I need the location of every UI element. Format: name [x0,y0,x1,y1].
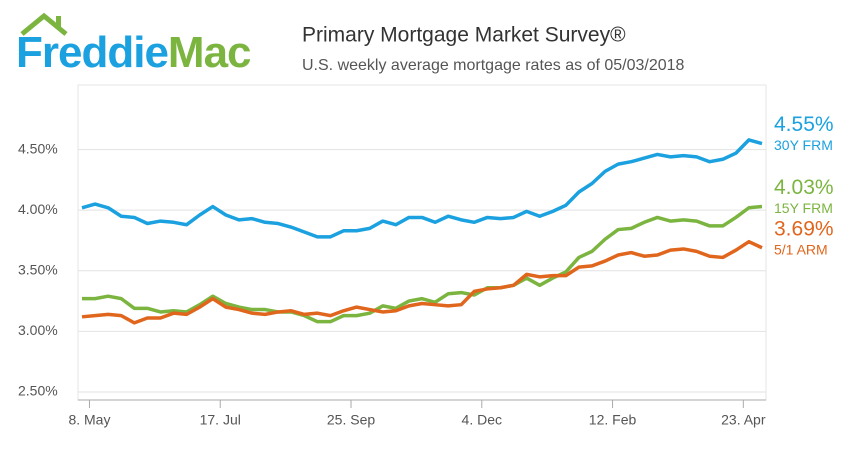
logo-chimney [56,16,61,28]
x-tick-label: 4. Dec [462,412,502,428]
x-tick-label: 12. Feb [589,412,637,428]
end-value-label: 4.03% [774,176,834,199]
x-tick-label: 17. Jul [200,412,241,428]
end-value-label: 4.55% [774,113,834,136]
y-tick-label: 4.50% [18,140,58,156]
series-line [81,138,763,239]
y-tick-label: 3.50% [18,261,58,277]
y-tick-label: 2.50% [18,383,58,399]
legend-entry: 30Y FRM [774,137,833,153]
plot-frame [77,84,767,401]
logo-text: FreddieMac [16,28,251,77]
chart-subtitle: U.S. weekly average mortgage rates as of… [302,57,685,74]
x-tick-label: 23. Apr [721,412,766,428]
logo-right: Mac [168,28,251,77]
y-tick-label: 4.00% [18,201,58,217]
series-line [82,204,763,324]
x-tick-label: 8. May [68,412,110,428]
chart-title: Primary Mortgage Market Survey® [302,24,626,47]
legend-entry: 15Y FRM [774,200,833,216]
x-tick-label: 25. Sep [327,412,375,428]
y-tick-label: 3.00% [18,322,58,338]
end-value-label: 3.69% [774,217,834,240]
logo-left: Freddie [16,28,168,77]
series-line [81,239,763,325]
legend-entry: 5/1 ARM [774,241,828,257]
